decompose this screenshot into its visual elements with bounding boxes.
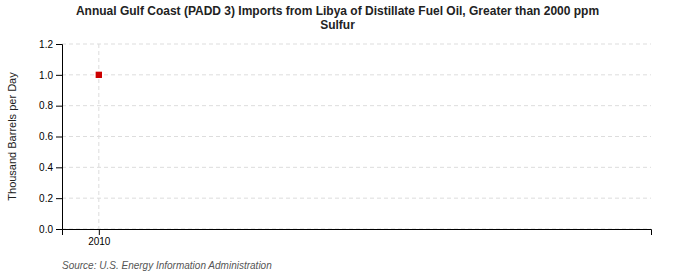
- x-tick: 2010: [88, 229, 111, 247]
- grid-line-y: [62, 136, 651, 137]
- y-tick-label: 1.2: [39, 39, 53, 50]
- grid-line-y: [62, 167, 651, 168]
- chart: 2010 0.0 0.2 0.4 0.6 0.8 1.0 1.2 Annual Gulf Coa…: [0, 0, 675, 275]
- y-tick: 0.4: [39, 162, 62, 173]
- y-tick-label: 0.8: [39, 100, 53, 111]
- y-tick-mark: [56, 106, 62, 107]
- y-tick: 1.2: [39, 39, 62, 50]
- y-tick: 0.2: [39, 193, 62, 204]
- y-tick-mark: [56, 137, 62, 138]
- plot: 2010 0.0 0.2 0.4 0.6 0.8 1.0 1.2: [39, 39, 651, 247]
- y-tick: 0.8: [39, 100, 62, 111]
- y-tick-label: 0.0: [39, 224, 53, 235]
- x-axis: 2010: [63, 229, 652, 247]
- grid-line-y: [62, 74, 651, 75]
- grid-line-y: [62, 105, 651, 106]
- y-axis-title: Thousand Barrels per Day: [6, 72, 18, 201]
- grid: [62, 44, 651, 229]
- y-axis: 0.0 0.2 0.4 0.6 0.8 1.0 1.2: [39, 39, 62, 235]
- x-axis-line: [63, 230, 652, 236]
- y-tick: 0.0: [39, 224, 62, 235]
- x-tick-mark: [99, 229, 100, 235]
- y-tick-label: 0.4: [39, 162, 53, 173]
- y-tick-mark: [56, 75, 62, 76]
- point: [96, 72, 102, 78]
- y-tick: 1.0: [39, 70, 62, 81]
- y-tick-label: 0.6: [39, 131, 53, 142]
- y-tick-label: 1.0: [39, 70, 53, 81]
- y-tick: 0.6: [39, 131, 62, 142]
- x-tick-label: 2010: [88, 236, 111, 247]
- grid-line-y: [62, 198, 651, 199]
- y-tick-mark: [56, 198, 62, 199]
- marks: [96, 72, 102, 78]
- grid-line-y: [62, 44, 651, 45]
- title: Annual Gulf Coast (PADD 3) Imports from …: [76, 4, 599, 32]
- y-tick-mark: [56, 44, 62, 45]
- y-axis-line: [56, 45, 63, 230]
- y-tick-label: 0.2: [39, 193, 53, 204]
- source: Source: U.S. Energy Information Administ…: [62, 260, 272, 271]
- y-tick-mark: [56, 167, 62, 168]
- y-tick-mark: [56, 229, 62, 230]
